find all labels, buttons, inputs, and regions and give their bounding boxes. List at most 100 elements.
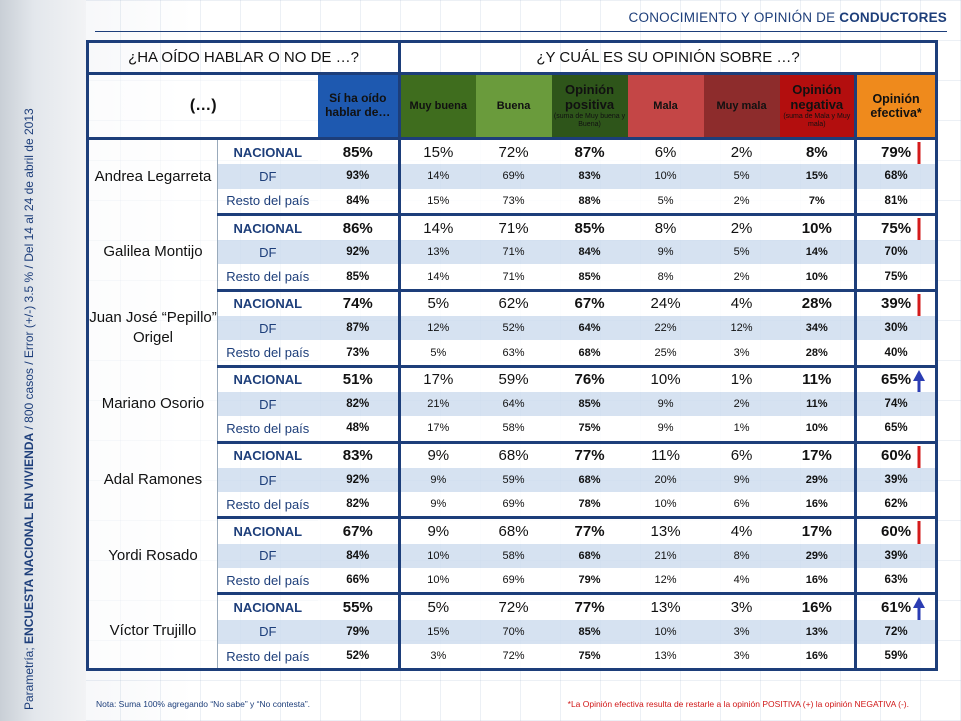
header-row-columns: (…) Sí ha oído hablar de… Muy buena Buen… [87,73,937,140]
cell-opinion-efectiva: 81% [854,188,937,216]
cell-opinion-positiva: 84% [551,240,628,265]
cell-muy-mala: 5% [703,240,780,265]
cell-opinion-negativa: 29% [779,467,856,493]
cell-muy-mala: 3% [703,593,780,620]
cell-buena: 62% [475,290,552,317]
cell-opinion-negativa: 11% [779,391,856,417]
cell-muy-mala: 1% [703,416,780,444]
cell-muy-mala: 6% [703,442,780,468]
cell-muy-buena: 15% [399,188,476,216]
source-caption: Parametría; ENCUESTA NACIONAL EN VIVIEND… [22,108,36,710]
cell-heard: 85% [317,138,402,165]
cell-muy-buena: 17% [399,416,476,444]
table-row: Resto del país 85% 14% 71% 85% 8% 2% 10% 75% [88,264,937,292]
table-row: DF 79% 15% 70% 85% 10% 3% 13% 72% [88,619,937,644]
table-row: Resto del país 84% 15% 73% 88% 5% 2% 7% 81% [88,188,937,216]
cell-buena: 71% [475,240,552,265]
cell-mala: 10% [627,492,704,520]
source-caption-survey: ENCUESTA NACIONAL EN VIVIENDA [22,432,36,644]
cell-mala: 6% [627,138,704,165]
cell-opinion-negativa: 8% [779,138,856,165]
level-label: DF [217,240,318,265]
cell-heard: 82% [317,391,402,417]
cell-buena: 68% [475,517,552,544]
cell-opinion-positiva: 79% [551,568,628,596]
cell-mala: 24% [627,290,704,317]
header-muy-buena: Muy buena [399,73,476,140]
source-caption-details: / 800 casos / Error (+/-) 3.5 % / Del 14… [22,108,36,433]
person-name: Juan José “Pepillo” Origel [87,290,218,367]
level-label: Resto del país [217,568,318,596]
arrow-up-icon [913,597,926,620]
cell-opinion-positiva: 75% [551,643,628,672]
cell-opinion-positiva: 77% [551,593,628,620]
cell-heard: 79% [317,619,402,644]
cell-buena: 72% [475,643,552,672]
table-row: Víctor Trujillo NACIONAL 55% 5% 72% 77% 13% 3% 1… [87,593,937,670]
cell-opinion-positiva: 83% [551,164,628,189]
title-underline [95,31,947,32]
level-label: Resto del país [217,188,318,216]
cell-muy-buena: 9% [399,492,476,520]
cell-mala: 25% [627,340,704,368]
cell-mala: 13% [627,643,704,672]
cell-opinion-efectiva: 39% [854,290,937,317]
level-label: DF [217,391,318,417]
cell-heard: 83% [317,442,402,468]
cell-buena: 73% [475,188,552,216]
cell-opinion-efectiva: 74% [854,391,937,417]
cell-muy-mala: 8% [703,543,780,569]
cell-opinion-negativa: 34% [779,316,856,341]
cell-opinion-positiva: 67% [551,290,628,317]
cell-buena: 71% [475,264,552,292]
cell-heard: 51% [317,366,402,392]
cell-muy-mala: 12% [703,316,780,341]
header-opinion-efectiva: Opinión efectiva* [854,73,937,140]
person-name: Yordi Rosado [87,517,218,594]
cell-muy-buena: 14% [399,214,476,241]
cell-muy-buena: 14% [399,164,476,189]
cell-opinion-positiva: 64% [551,316,628,341]
cell-opinion-negativa: 15% [779,164,856,189]
cell-opinion-positiva: 78% [551,492,628,520]
header-opinion-negativa-title: Opinión negativa [790,82,844,112]
cell-opinion-negativa: 16% [779,568,856,596]
cell-muy-buena: 5% [399,593,476,620]
header-opinion-positiva-title: Opinión positiva [564,82,615,112]
level-label: NACIONAL [217,593,318,620]
cell-muy-mala: 6% [703,492,780,520]
cell-mala: 8% [627,264,704,292]
header-row-questions: ¿HA OÍDO HABLAR O NO DE …? ¿Y CUÁL ES SU… [87,41,937,75]
level-label: Resto del país [217,643,318,672]
cell-heard: 84% [317,543,402,569]
level-label: NACIONAL [217,517,318,544]
cell-heard: 55% [317,593,402,620]
cell-opinion-negativa: 29% [779,543,856,569]
cell-opinion-efectiva: 40% [854,340,937,368]
table-row: Andrea Legarreta NACIONAL 85% 15% 72% 87% 6% 2%… [87,138,937,215]
cell-mala: 10% [627,619,704,644]
arrow-down-icon [913,293,925,317]
cell-opinion-efectiva: 59% [854,643,937,672]
level-label: Resto del país [217,416,318,444]
cell-opinion-negativa: 28% [779,340,856,368]
cell-opinion-positiva: 76% [551,366,628,392]
cell-heard: 85% [317,264,402,292]
cell-muy-buena: 13% [399,240,476,265]
cell-heard: 82% [317,492,402,520]
cell-muy-mala: 4% [703,568,780,596]
cell-heard: 92% [317,240,402,265]
arrow-up-icon [913,369,926,392]
cell-muy-buena: 3% [399,643,476,672]
table-row: Resto del país 73% 5% 63% 68% 25% 3% 28% 40% [88,340,937,368]
table-row: DF 82% 21% 64% 85% 9% 2% 11% 74% [88,391,937,417]
cell-mala: 20% [627,467,704,493]
person-name: Mariano Osorio [87,366,218,443]
cell-muy-mala: 2% [703,138,780,165]
cell-buena: 71% [475,214,552,241]
cell-opinion-positiva: 68% [551,467,628,493]
table-row: Resto del país 52% 3% 72% 75% 13% 3% 16% 59% [88,643,937,672]
table-row: DF 93% 14% 69% 83% 10% 5% 15% 68% [88,164,937,189]
cell-opinion-positiva: 85% [551,264,628,292]
cell-opinion-efectiva: 75% [854,214,937,241]
